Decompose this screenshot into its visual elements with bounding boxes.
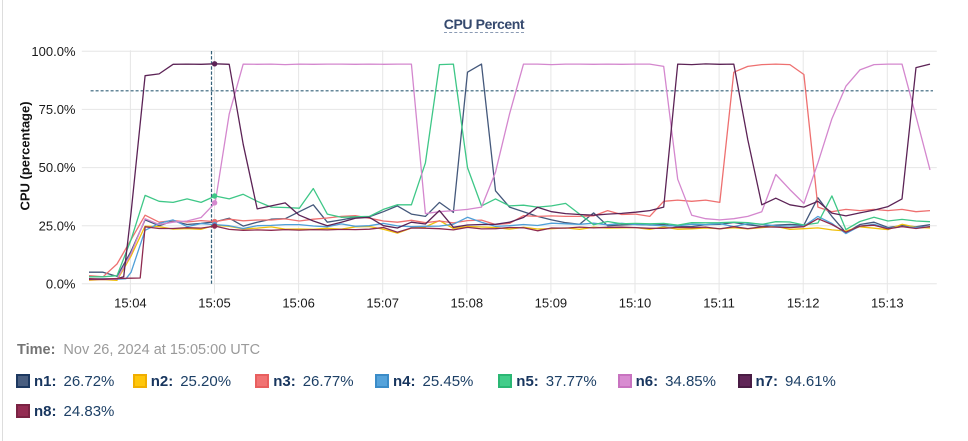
svg-text:15:12: 15:12 xyxy=(787,296,820,311)
svg-text:15:06: 15:06 xyxy=(282,296,315,311)
svg-text:0.0%: 0.0% xyxy=(46,276,76,291)
svg-text:25.0%: 25.0% xyxy=(39,218,76,233)
svg-text:CPU (percentage): CPU (percentage) xyxy=(18,101,33,210)
svg-text:15:10: 15:10 xyxy=(619,296,652,311)
svg-text:75.0%: 75.0% xyxy=(39,102,76,117)
svg-text:100.0%: 100.0% xyxy=(31,44,76,59)
svg-text:15:07: 15:07 xyxy=(366,296,399,311)
svg-text:15:08: 15:08 xyxy=(451,296,484,311)
svg-text:50.0%: 50.0% xyxy=(39,160,76,175)
svg-text:15:13: 15:13 xyxy=(871,296,904,311)
svg-text:15:05: 15:05 xyxy=(198,296,231,311)
svg-text:15:04: 15:04 xyxy=(114,296,147,311)
svg-text:15:09: 15:09 xyxy=(535,296,568,311)
svg-text:15:11: 15:11 xyxy=(703,296,735,311)
